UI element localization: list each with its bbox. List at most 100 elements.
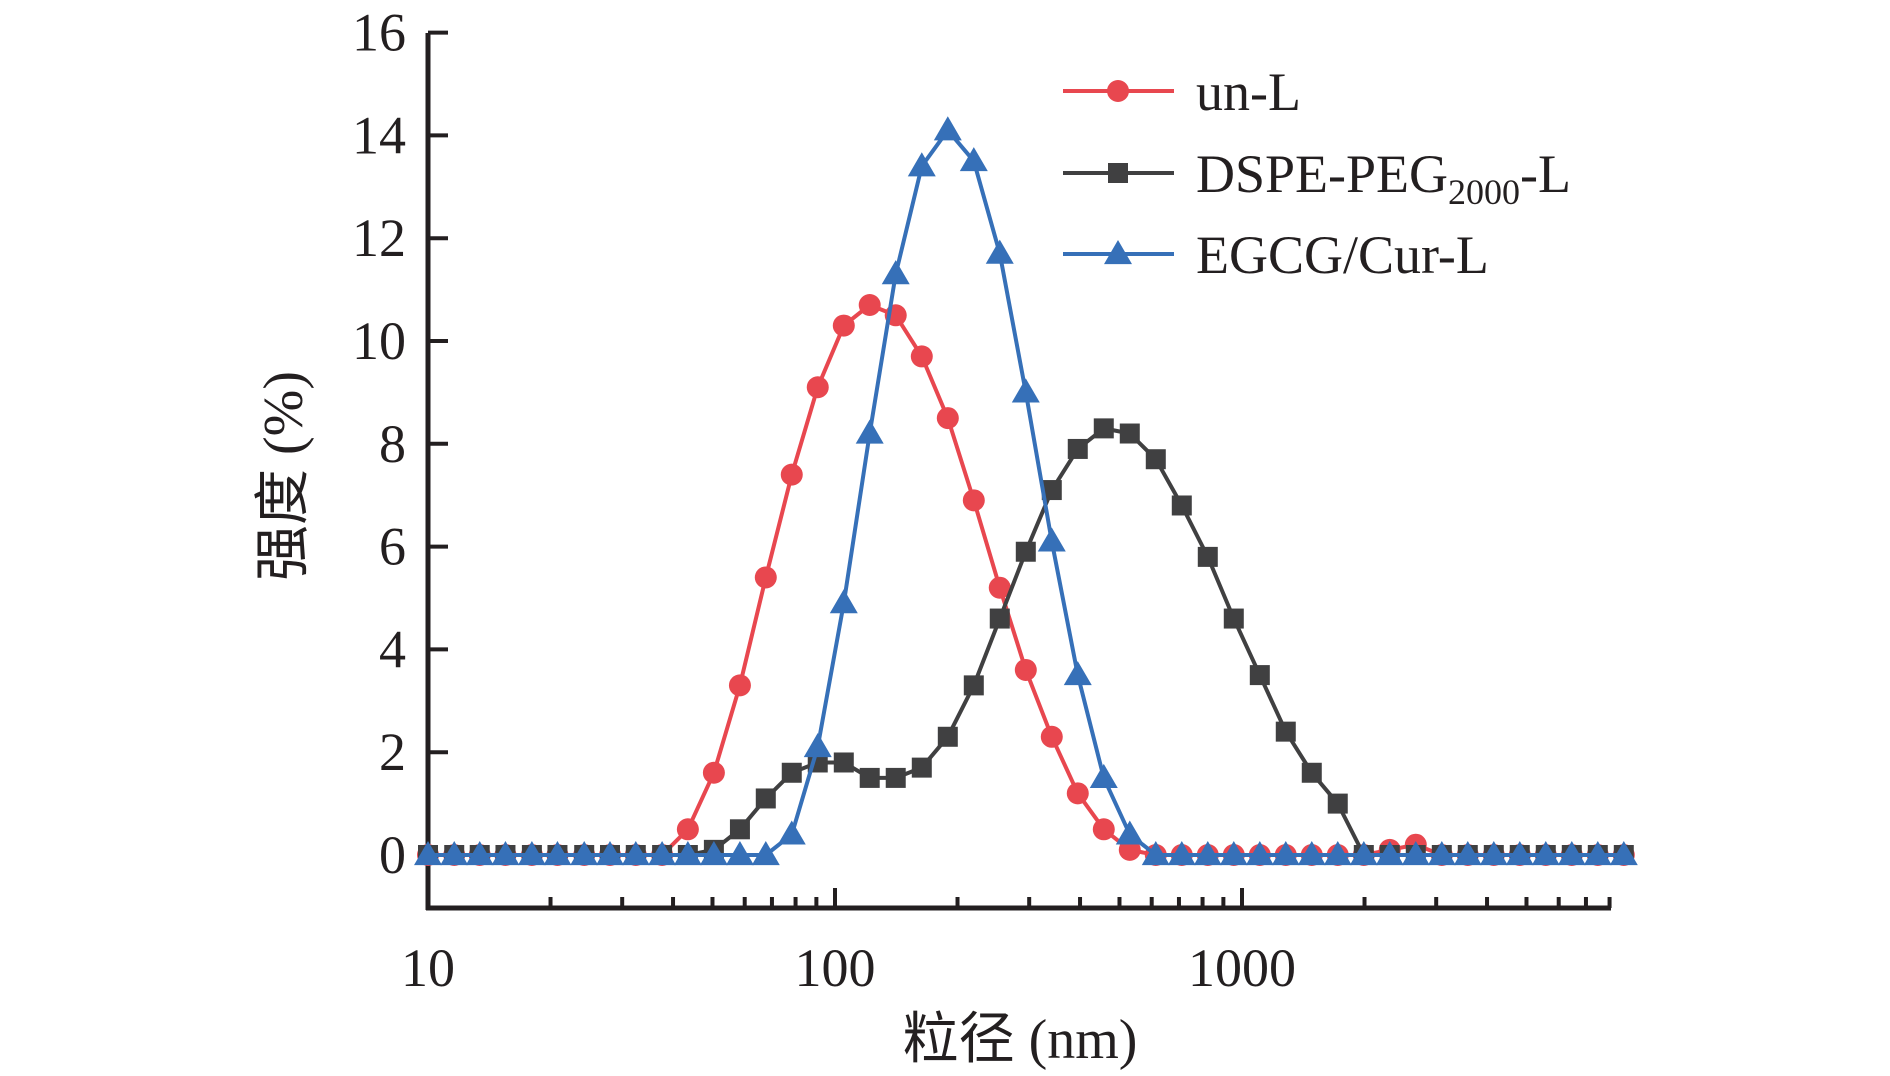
data-point-triangle [648,841,677,866]
data-point-triangle [465,841,494,866]
legend-label: EGCG/Cur-L [1196,225,1489,285]
data-point-square [755,788,776,809]
data-point-circle [962,489,985,512]
series-triangle [414,116,1638,866]
legend-item: EGCG/Cur-L [1063,225,1489,285]
y-tick-label: 2 [379,722,406,782]
data-point-triangle [1505,841,1534,866]
legend-item: DSPE-PEG2000-L [1063,144,1571,212]
data-point-square [833,752,854,773]
data-point-square [1249,665,1270,686]
legend: un-L DSPE-PEG2000-L EGCG/Cur-L [1063,62,1571,285]
data-point-circle [780,463,803,486]
data-point-triangle [1531,841,1560,866]
legend-label-suffix: -L [1520,144,1571,204]
data-point-square [1041,480,1062,501]
axes: 0 2 4 6 8 10 12 14 16 10 100 1000 [352,3,1612,998]
data-point-triangle [751,841,780,866]
data-point-triangle [543,841,572,866]
data-point-circle [1014,658,1037,681]
data-point-triangle [907,152,936,177]
data-point-triangle [1167,841,1196,866]
legend-marker-circle [1107,80,1129,102]
data-point-triangle [570,841,599,866]
legend-label-subscript: 2000 [1448,172,1520,212]
legend-label-main: EGCG/Cur-L [1196,225,1489,285]
x-axis-title: 粒径 (nm) [903,1009,1138,1071]
y-tick-label: 10 [352,311,406,371]
data-point-square [1093,418,1114,439]
y-tick-label: 14 [352,105,406,165]
data-point-triangle [673,841,702,866]
data-point-triangle [1037,527,1066,552]
data-point-circle [806,376,829,399]
data-point-square [1119,423,1140,444]
data-point-triangle [959,147,988,172]
data-point-triangle [699,841,728,866]
data-point-square [1197,546,1218,567]
data-point-triangle [414,841,442,866]
y-tick-label: 4 [379,619,406,679]
data-point-circle [728,674,751,697]
y-tick-label: 8 [379,414,406,474]
data-point-square [1223,608,1244,629]
y-tick-label: 0 [379,825,406,885]
series-line [428,426,1624,857]
data-point-triangle [881,260,910,285]
data-point-circle [1092,818,1115,841]
data-point-triangle [1323,841,1352,866]
data-point-square [1145,449,1166,470]
data-point-circle [1066,782,1089,805]
legend-label-main: un-L [1196,62,1301,122]
data-point-triangle [1427,841,1456,866]
data-point-triangle [1557,841,1586,866]
data-point-triangle [621,841,650,866]
data-point-triangle [1349,841,1378,866]
data-point-square [963,675,984,696]
data-point-square [1301,762,1322,783]
series-layer [414,116,1638,866]
data-point-circle [858,294,881,317]
data-point-square [1171,495,1192,516]
x-tick-label: 1000 [1188,938,1296,998]
y-axis-title: 强度 (%) [253,371,315,581]
data-point-triangle [517,841,546,866]
data-point-triangle [595,841,624,866]
legend-label-main: DSPE-PEG [1196,144,1448,204]
data-point-circle [910,345,933,368]
data-point-triangle [440,841,469,866]
y-tick-label: 12 [352,208,406,268]
data-point-triangle [1271,841,1300,866]
data-point-circle [702,761,725,784]
legend-label: DSPE-PEG2000-L [1196,144,1571,212]
legend-item: un-L [1063,62,1301,122]
legend-marker-triangle [1104,240,1132,265]
data-point-triangle [829,589,858,614]
y-tick-label: 6 [379,517,406,577]
data-point-triangle [933,116,962,141]
data-point-triangle [1479,841,1508,866]
data-point-square [859,767,880,788]
x-tick-label: 10 [401,938,455,998]
data-point-circle [1040,725,1063,748]
data-point-triangle [1063,661,1092,686]
data-point-circle [936,407,959,430]
data-point-triangle [1401,841,1430,866]
x-tick-label: 100 [795,938,876,998]
data-point-triangle [1609,841,1638,866]
data-point-circle [832,314,855,337]
data-point-triangle [855,419,884,444]
data-point-circle [676,818,699,841]
data-point-circle [988,576,1011,599]
data-point-triangle [1115,820,1144,845]
data-point-triangle [1245,841,1274,866]
data-point-square [1067,438,1088,459]
data-point-square [781,762,802,783]
data-point-triangle [725,841,754,866]
data-point-square [729,819,750,840]
data-point-triangle [1453,841,1482,866]
data-point-square [885,767,906,788]
data-point-triangle [1141,841,1170,866]
data-point-triangle [1011,378,1040,403]
